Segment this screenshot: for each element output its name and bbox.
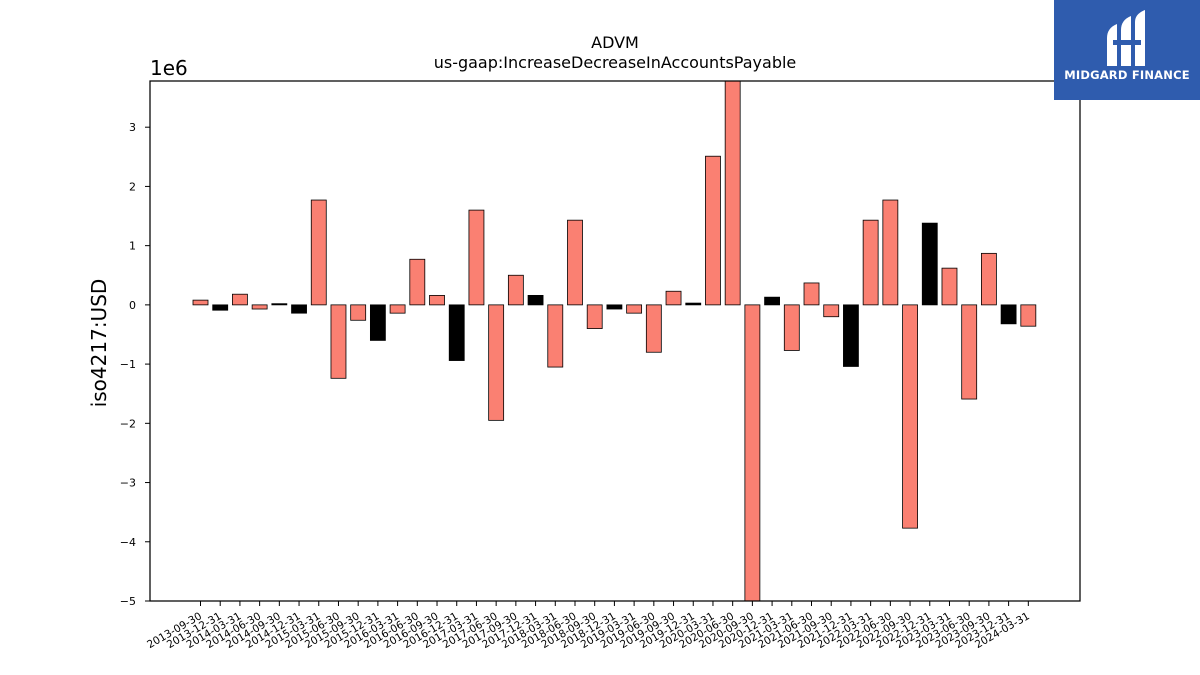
- y-axis-label: iso4217:USD: [87, 279, 111, 408]
- y-tick-label: −5: [120, 595, 136, 608]
- x-axis: 2013-09-302013-12-312014-03-312014-06-30…: [145, 601, 1032, 651]
- y-tick-label: 1: [129, 240, 136, 253]
- bar: [902, 304, 918, 529]
- bar: [409, 258, 426, 306]
- y-tick-label: −4: [120, 536, 136, 549]
- chart-subtitle: us-gaap:IncreaseDecreaseInAccountsPayabl…: [434, 53, 797, 72]
- bar: [271, 303, 288, 306]
- bar: [291, 304, 307, 314]
- y-multiplier-label: 1e6: [150, 56, 188, 80]
- bar: [567, 219, 583, 306]
- bar: [1020, 304, 1037, 327]
- bar: [212, 304, 229, 311]
- bar: [232, 293, 248, 306]
- y-tick-label: 0: [129, 299, 136, 312]
- bar: [882, 199, 899, 306]
- bar: [803, 282, 820, 306]
- bar: [724, 81, 741, 306]
- brand-logo: MIDGARD FINANCE: [1054, 0, 1200, 100]
- bar: [961, 304, 978, 400]
- bar: [685, 302, 702, 306]
- bars: [192, 81, 1037, 601]
- bar: [369, 304, 386, 341]
- plot-frame: [149, 80, 1081, 602]
- y-tick-label: −2: [120, 417, 136, 430]
- y-axis: −5 −4 −3 −2 −1 0 1 2 3: [120, 121, 150, 608]
- bar: [1000, 304, 1017, 325]
- bar: [507, 274, 524, 306]
- bar: [921, 222, 938, 306]
- bar: [645, 304, 662, 353]
- y-tick-label: −1: [120, 358, 136, 371]
- bar: [783, 304, 800, 351]
- bar: [705, 155, 721, 306]
- y-tick-label: 2: [129, 180, 136, 193]
- bar: [527, 294, 544, 306]
- bar: [350, 304, 367, 321]
- midgard-logo-icon: [1107, 10, 1145, 66]
- bar: [547, 304, 564, 368]
- y-tick-label: 3: [129, 121, 136, 134]
- y-tick-label: −3: [120, 477, 136, 490]
- bar: [251, 304, 268, 310]
- bar: [981, 252, 997, 306]
- bar: [665, 290, 682, 306]
- bar: [764, 296, 780, 306]
- bar: [606, 304, 623, 310]
- bar: [586, 304, 603, 329]
- bar: [823, 304, 840, 318]
- logo-text: MIDGARD FINANCE: [1064, 68, 1190, 82]
- bar: [862, 219, 879, 306]
- bar: [488, 304, 505, 421]
- bar: [310, 199, 327, 306]
- bar: [429, 294, 445, 306]
- bar: [744, 304, 761, 601]
- bar: [389, 304, 406, 314]
- bar: [843, 304, 859, 367]
- bar: [448, 304, 465, 361]
- bar: [626, 304, 643, 314]
- chart-title: ADVM: [591, 33, 639, 52]
- bar: [192, 299, 209, 306]
- bar: [330, 304, 347, 379]
- bar: [941, 267, 958, 306]
- bar: [468, 209, 485, 306]
